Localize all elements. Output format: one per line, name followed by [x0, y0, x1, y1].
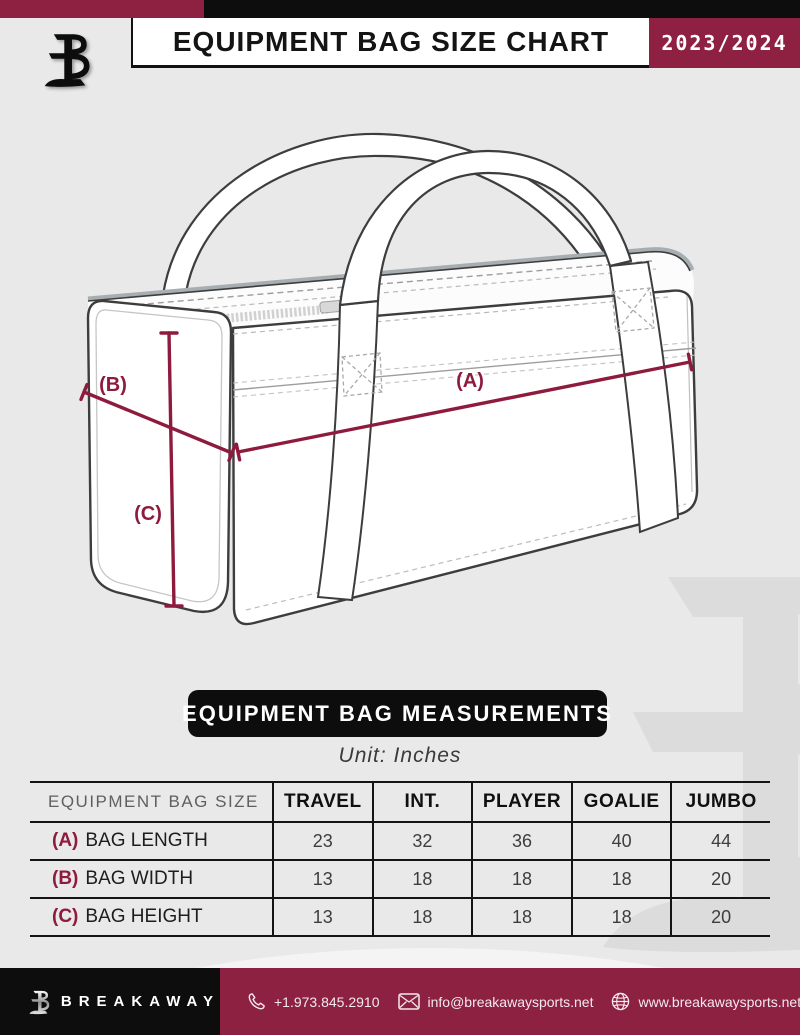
column-header-goalie: GOALIE: [570, 783, 671, 823]
globe-icon: [612, 992, 630, 1011]
season-badge: 2023/2024: [649, 18, 800, 68]
row-label-bag-length: (A) BAG LENGTH: [30, 823, 272, 861]
row-label-bag-width: (B) BAG WIDTH: [30, 861, 272, 899]
dimension-lines: [79, 331, 694, 608]
table-value: 18: [371, 899, 472, 937]
dimension-label-b: (B): [99, 374, 127, 396]
phone-icon: [248, 993, 265, 1010]
brand-name: BREAKAWAY: [60, 993, 220, 1010]
measurements-banner-label: EQUIPMENT BAG MEASUREMENTS: [182, 700, 613, 726]
table-value: 32: [371, 823, 472, 861]
unit-label: Unit: Inches: [338, 744, 462, 767]
footer-brand-section: BREAKAWAY: [0, 968, 220, 1035]
header-accent-bar-maroon: [0, 0, 204, 18]
table-value: 18: [570, 861, 671, 899]
website-url: www.breakawaysports.net: [638, 993, 800, 1010]
table-corner-header: EQUIPMENT BAG SIZE: [30, 783, 272, 823]
email-address: info@breakawaysports.net: [427, 993, 594, 1010]
table-value: 18: [471, 899, 571, 937]
table-value: 13: [272, 899, 372, 937]
season-label: 2023/2024: [661, 31, 788, 55]
table-value: 44: [670, 823, 770, 861]
table-value: 23: [272, 823, 372, 861]
row-key-a: (A): [52, 830, 79, 851]
column-header-jumbo: JUMBO: [670, 783, 770, 823]
column-header-player: PLAYER: [471, 783, 571, 823]
table-value: 18: [371, 861, 472, 899]
dimension-label-c: (C): [134, 503, 162, 525]
size-table: EQUIPMENT BAG SIZE TRAVEL INT. PLAYER GO…: [30, 781, 770, 937]
header-accent-bar-black: [204, 0, 800, 18]
envelope-icon: [397, 993, 420, 1010]
table-value: 20: [670, 899, 770, 937]
email-contact[interactable]: info@breakawaysports.net: [397, 993, 594, 1010]
breakaway-logo-icon: [29, 990, 50, 1014]
breakaway-logo-icon: [44, 34, 90, 87]
column-header-int: INT.: [371, 783, 472, 823]
breakaway-logo-watermark: [603, 577, 800, 953]
website-contact[interactable]: www.breakawaysports.net: [611, 992, 800, 1011]
row-key-b: (B): [52, 868, 79, 889]
footer: BREAKAWAY +1.973.845.2910 info@breakaway…: [0, 968, 800, 1035]
page-title: EQUIPMENT BAG SIZE CHART: [172, 25, 610, 57]
table-value: 36: [471, 823, 571, 861]
table-value: 18: [570, 899, 671, 937]
table-value: 40: [570, 823, 671, 861]
page-title-box: EQUIPMENT BAG SIZE CHART: [131, 18, 649, 68]
equipment-bag-illustration: (A) (B) (C): [79, 132, 699, 626]
bag-diagram: (A) (B) (C): [0, 120, 800, 680]
table-value: 20: [670, 861, 770, 899]
measurements-banner: EQUIPMENT BAG MEASUREMENTS: [182, 690, 611, 737]
dimension-label-a: (A): [456, 370, 484, 392]
phone-contact[interactable]: +1.973.845.2910: [247, 992, 380, 1011]
row-key-c: (C): [52, 906, 79, 927]
phone-number: +1.973.845.2910: [274, 993, 380, 1010]
column-header-travel: TRAVEL: [272, 783, 372, 823]
footer-contact-section: +1.973.845.2910 info@breakawaysports.net…: [220, 968, 800, 1035]
table-value: 18: [471, 861, 571, 899]
row-label-bag-height: (C) BAG HEIGHT: [30, 899, 272, 937]
table-value: 13: [272, 861, 372, 899]
